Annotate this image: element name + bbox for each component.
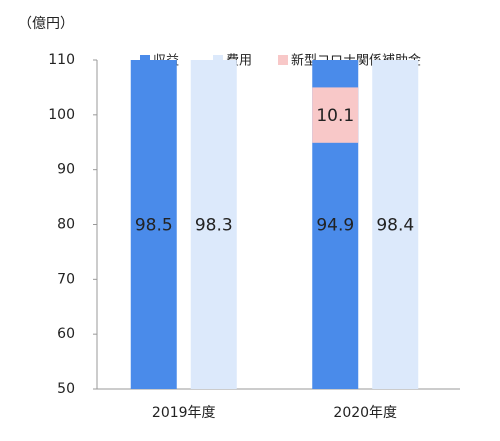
legend-swatch [278,55,288,65]
x-tick-label: 2019年度 [152,405,216,421]
bar [312,87,359,143]
value-label: 98.3 [195,216,233,236]
y-tick-label: 50 [57,381,75,397]
value-label: 98.4 [376,216,414,236]
value-label: 98.5 [135,216,173,236]
y-tick-label: 70 [57,271,75,287]
y-tick-label: 90 [57,162,75,178]
unit-label: （億円） [18,16,74,32]
value-label: 94.9 [316,216,354,236]
y-tick-label: 110 [48,52,75,68]
y-tick-label: 80 [57,217,75,233]
bar [190,60,237,389]
x-tick-label: 2020年度 [333,405,397,421]
bar [372,60,419,389]
bar [130,60,177,389]
value-label: 10.1 [316,106,354,126]
y-tick-label: 60 [57,326,75,342]
y-tick-label: 100 [48,107,75,123]
